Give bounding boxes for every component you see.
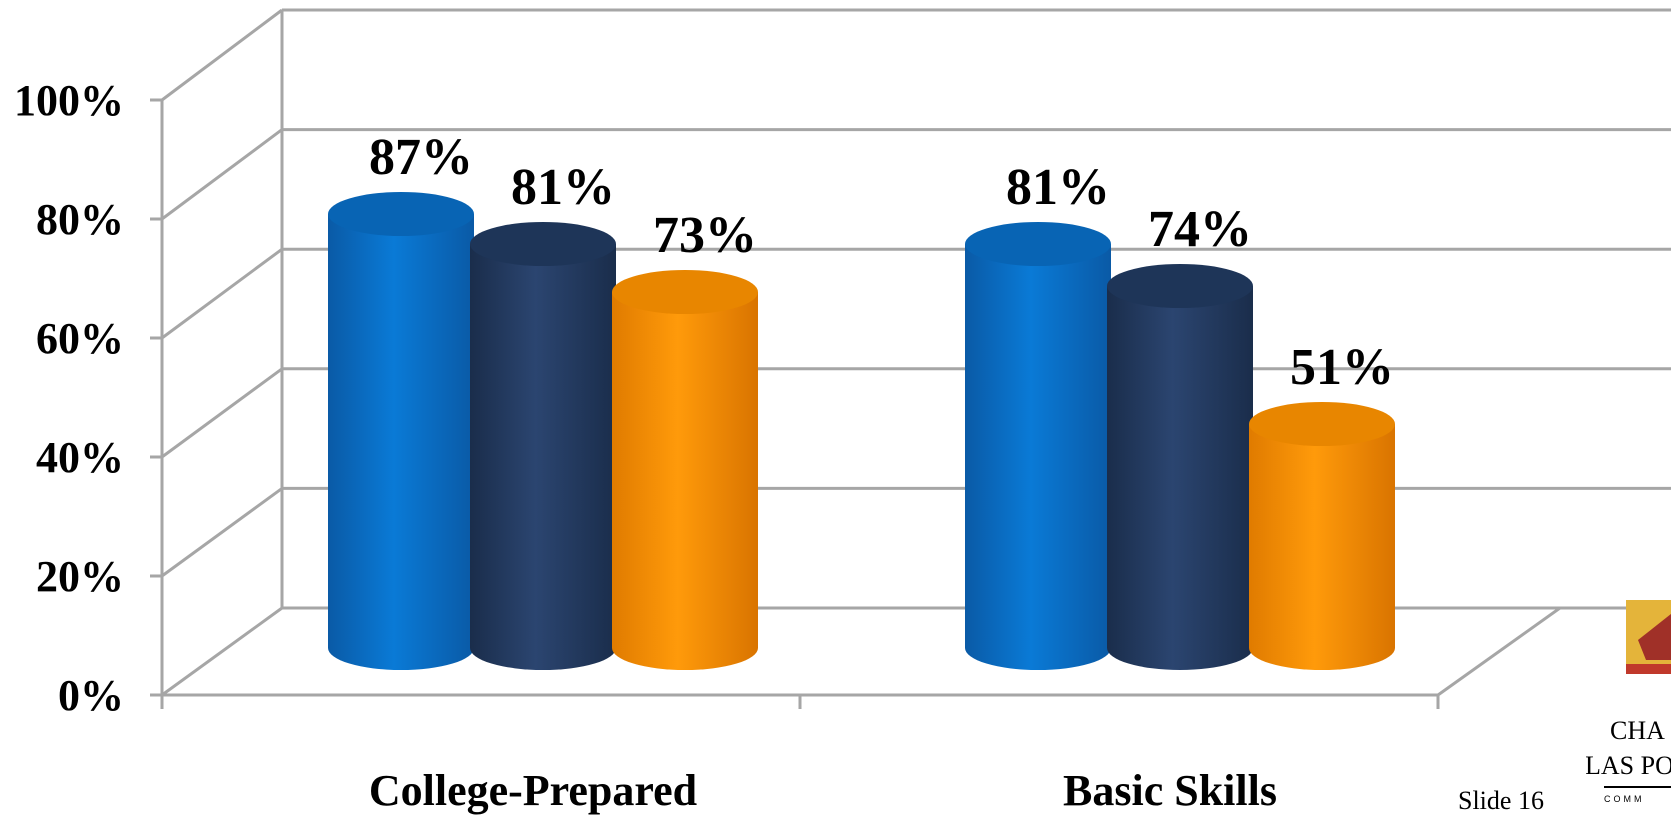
bar-top xyxy=(1107,264,1253,308)
gridline-side xyxy=(161,128,283,221)
logo-text-line2: LAS PO xyxy=(1586,751,1671,780)
data-label: 51% xyxy=(1290,339,1394,396)
bars xyxy=(328,192,1395,670)
gridline-side xyxy=(161,247,283,340)
slide-number: Slide 16 xyxy=(1458,786,1544,815)
y-tick-label: 60% xyxy=(36,314,124,363)
gridline-side xyxy=(161,8,283,102)
y-tick-label: 20% xyxy=(36,552,124,601)
bar-top xyxy=(612,270,758,314)
bar-top xyxy=(328,192,474,236)
labels: 0% 20% 40% 60% 80% 100% 87% 81% 73% College-Prepa… xyxy=(14,76,1394,815)
bar xyxy=(612,270,758,670)
bar xyxy=(1249,402,1395,670)
data-label: 81% xyxy=(1006,159,1110,216)
bar xyxy=(328,192,474,670)
bar-top xyxy=(965,222,1111,266)
y-tick-label: 0% xyxy=(58,671,124,720)
bar-body xyxy=(1107,286,1253,670)
logo-emblem-icon xyxy=(1626,600,1671,704)
logo-text-line3: COMM xyxy=(1604,794,1645,804)
data-label: 81% xyxy=(511,159,615,216)
y-tick-label: 80% xyxy=(36,195,124,244)
gridline-side xyxy=(161,487,283,578)
bar-body xyxy=(965,244,1111,670)
bar-body xyxy=(328,214,474,670)
bar xyxy=(470,222,616,670)
gridline-side xyxy=(161,367,283,459)
floor-right-edge xyxy=(1437,606,1561,697)
y-tick-label: 40% xyxy=(36,433,124,482)
bar-top xyxy=(470,222,616,266)
bar-body xyxy=(612,292,758,670)
data-label: 73% xyxy=(653,207,757,264)
bar-top xyxy=(1249,402,1395,446)
bar xyxy=(965,222,1111,670)
gridline-side xyxy=(161,606,283,697)
y-tick-label: 100% xyxy=(14,76,124,125)
data-label: 87% xyxy=(369,129,473,186)
logo-divider xyxy=(1604,786,1671,788)
bar xyxy=(1107,264,1253,670)
bar-body xyxy=(1249,424,1395,670)
category-label: Basic Skills xyxy=(1063,766,1277,815)
bar-body xyxy=(470,244,616,670)
category-label: College-Prepared xyxy=(369,766,697,815)
logo-text-line1: CHA xyxy=(1610,716,1665,745)
college-logo: CHA LAS PO COMM xyxy=(1586,600,1671,822)
data-label: 74% xyxy=(1148,201,1252,258)
